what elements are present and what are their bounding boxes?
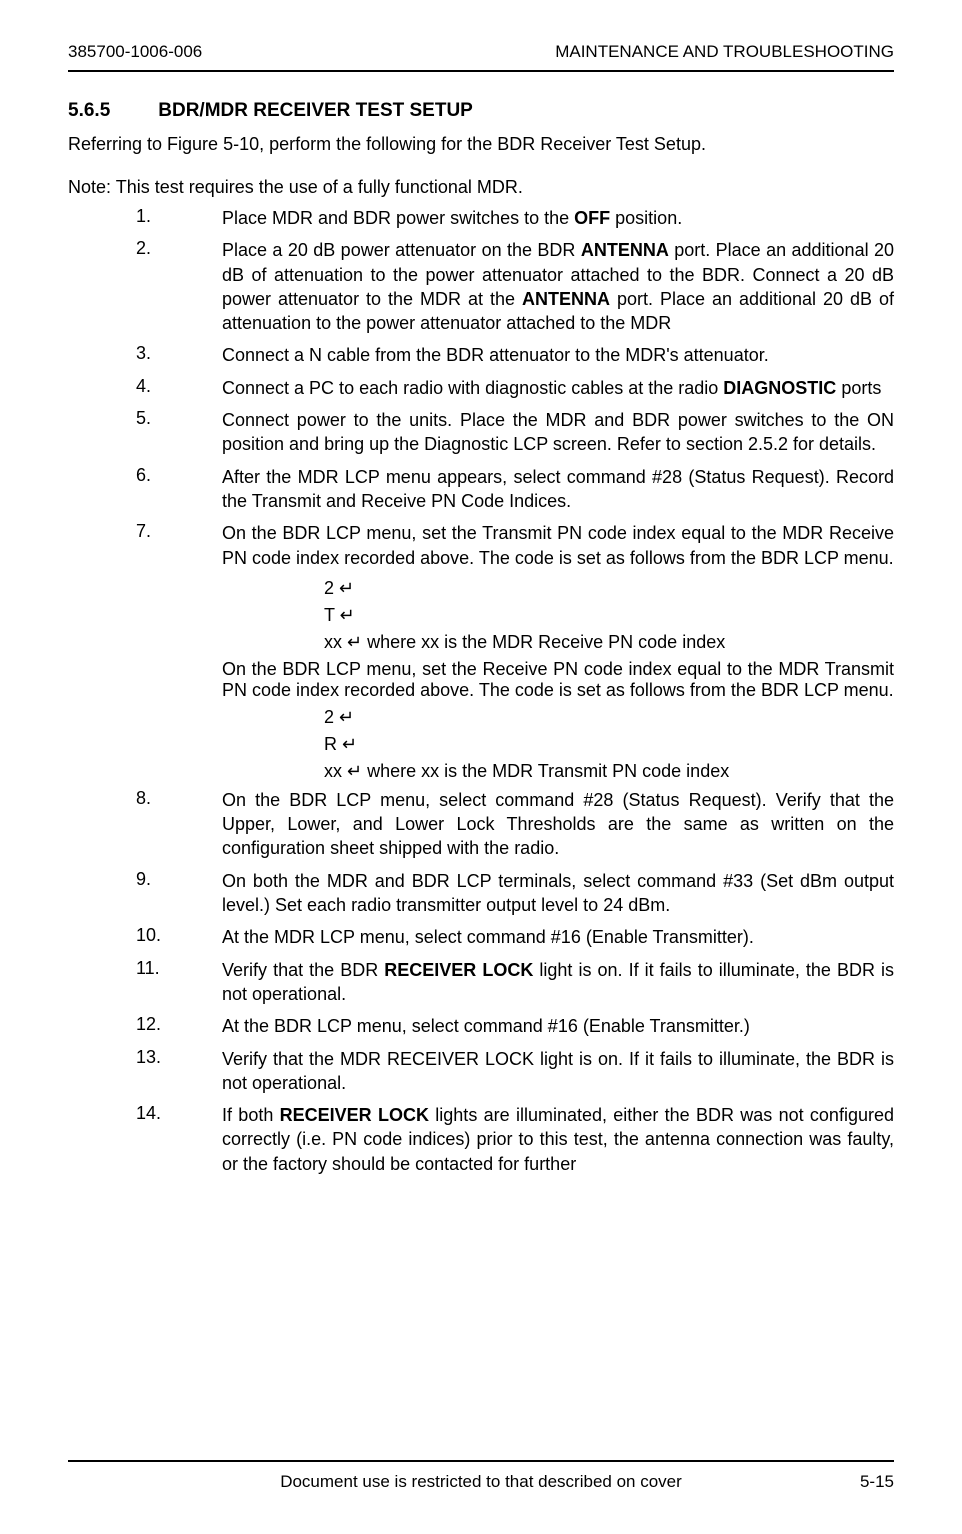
list-number: 11. bbox=[136, 958, 222, 1007]
list-item-7: 7. On the BDR LCP menu, set the Transmit… bbox=[136, 521, 894, 570]
list-number: 4. bbox=[136, 376, 222, 400]
list-text: Verify that the BDR RECEIVER LOCK light … bbox=[222, 958, 894, 1007]
instruction-list-cont: 8. On the BDR LCP menu, select command #… bbox=[68, 788, 894, 1176]
intro-text: Referring to Figure 5-10, perform the fo… bbox=[68, 134, 894, 155]
sub-step: xx ↵ where xx is the MDR Receive PN code… bbox=[68, 632, 894, 653]
sub-paragraph: On the BDR LCP menu, set the Receive PN … bbox=[68, 659, 894, 701]
list-item-12: 12. At the BDR LCP menu, select command … bbox=[136, 1014, 894, 1038]
list-text: If both RECEIVER LOCK lights are illumin… bbox=[222, 1103, 894, 1176]
list-text: On the BDR LCP menu, select command #28 … bbox=[222, 788, 894, 861]
list-text: Connect a PC to each radio with diagnost… bbox=[222, 376, 894, 400]
instruction-list: 1. Place MDR and BDR power switches to t… bbox=[68, 206, 894, 570]
list-number: 8. bbox=[136, 788, 222, 861]
list-number: 3. bbox=[136, 343, 222, 367]
section-heading: 5.6.5 BDR/MDR RECEIVER TEST SETUP bbox=[68, 100, 894, 122]
list-item-2: 2. Place a 20 dB power attenuator on the… bbox=[136, 238, 894, 335]
footer-text: Document use is restricted to that descr… bbox=[280, 1472, 682, 1492]
list-text: At the BDR LCP menu, select command #16 … bbox=[222, 1014, 894, 1038]
header-doc-number: 385700-1006-006 bbox=[68, 42, 202, 62]
header-title: MAINTENANCE AND TROUBLESHOOTING bbox=[555, 42, 894, 62]
list-item-10: 10. At the MDR LCP menu, select command … bbox=[136, 925, 894, 949]
list-number: 9. bbox=[136, 869, 222, 918]
list-text: On both the MDR and BDR LCP terminals, s… bbox=[222, 869, 894, 918]
list-item-5: 5. Connect power to the units. Place the… bbox=[136, 408, 894, 457]
list-number: 14. bbox=[136, 1103, 222, 1176]
header-divider bbox=[68, 70, 894, 72]
list-text: Verify that the MDR RECEIVER LOCK light … bbox=[222, 1047, 894, 1096]
list-item-11: 11. Verify that the BDR RECEIVER LOCK li… bbox=[136, 958, 894, 1007]
list-text: After the MDR LCP menu appears, select c… bbox=[222, 465, 894, 514]
sub-step: T ↵ bbox=[68, 605, 894, 626]
list-number: 5. bbox=[136, 408, 222, 457]
footer-page-number: 5-15 bbox=[860, 1472, 894, 1492]
list-number: 2. bbox=[136, 238, 222, 335]
list-number: 6. bbox=[136, 465, 222, 514]
list-number: 10. bbox=[136, 925, 222, 949]
sub-step: 2 ↵ bbox=[68, 707, 894, 728]
list-text: Connect power to the units. Place the MD… bbox=[222, 408, 894, 457]
list-item-13: 13. Verify that the MDR RECEIVER LOCK li… bbox=[136, 1047, 894, 1096]
list-item-14: 14. If both RECEIVER LOCK lights are ill… bbox=[136, 1103, 894, 1176]
note-text: Note: This test requires the use of a fu… bbox=[68, 177, 894, 198]
list-text: Place MDR and BDR power switches to the … bbox=[222, 206, 894, 230]
sub-step: xx ↵ where xx is the MDR Transmit PN cod… bbox=[68, 761, 894, 782]
list-item-3: 3. Connect a N cable from the BDR attenu… bbox=[136, 343, 894, 367]
list-number: 13. bbox=[136, 1047, 222, 1096]
list-text: On the BDR LCP menu, set the Transmit PN… bbox=[222, 521, 894, 570]
list-item-6: 6. After the MDR LCP menu appears, selec… bbox=[136, 465, 894, 514]
footer-divider bbox=[68, 1460, 894, 1462]
list-item-1: 1. Place MDR and BDR power switches to t… bbox=[136, 206, 894, 230]
list-text: Place a 20 dB power attenuator on the BD… bbox=[222, 238, 894, 335]
list-number: 1. bbox=[136, 206, 222, 230]
footer-content: Document use is restricted to that descr… bbox=[68, 1472, 894, 1492]
sub-step: 2 ↵ bbox=[68, 578, 894, 599]
section-number: 5.6.5 bbox=[68, 100, 110, 122]
list-item-9: 9. On both the MDR and BDR LCP terminals… bbox=[136, 869, 894, 918]
list-number: 12. bbox=[136, 1014, 222, 1038]
page-footer: Document use is restricted to that descr… bbox=[68, 1460, 894, 1492]
list-text: Connect a N cable from the BDR attenuato… bbox=[222, 343, 894, 367]
list-item-4: 4. Connect a PC to each radio with diagn… bbox=[136, 376, 894, 400]
section-title: BDR/MDR RECEIVER TEST SETUP bbox=[158, 100, 473, 122]
page-header: 385700-1006-006 MAINTENANCE AND TROUBLES… bbox=[68, 42, 894, 70]
list-number: 7. bbox=[136, 521, 222, 570]
list-item-8: 8. On the BDR LCP menu, select command #… bbox=[136, 788, 894, 861]
list-text: At the MDR LCP menu, select command #16 … bbox=[222, 925, 894, 949]
sub-step: R ↵ bbox=[68, 734, 894, 755]
